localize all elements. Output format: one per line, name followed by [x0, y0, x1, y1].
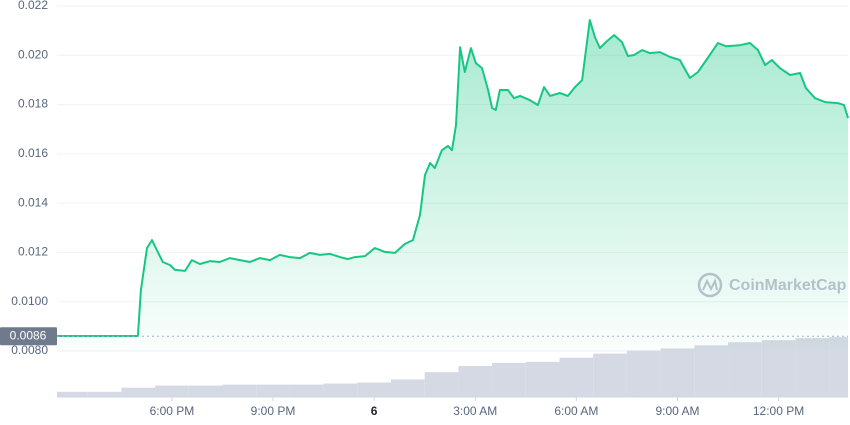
volume-bar [57, 391, 88, 397]
volume-bar [458, 366, 493, 397]
volume-bar [222, 384, 257, 397]
x-tick-label: 9:00 PM [251, 404, 296, 418]
y-tick-label: 0.0080 [11, 343, 48, 357]
y-tick-label: 0.018 [18, 97, 48, 111]
volume-bar [525, 361, 560, 397]
y-tick-label: 0.020 [18, 47, 48, 61]
watermark-logo [697, 272, 723, 298]
price-area [57, 20, 848, 351]
y-tick-label: 0.022 [18, 0, 48, 12]
x-tick-label: 6:00 PM [150, 404, 195, 418]
volume-bar [121, 387, 156, 397]
volume-bar [593, 353, 627, 397]
y-tick-label: 0.014 [18, 195, 48, 209]
y-tick-label: 0.012 [18, 245, 48, 259]
y-tick-label: 0.016 [18, 146, 48, 160]
x-tick-label: 3:00 AM [453, 404, 497, 418]
volume-bar [559, 357, 594, 397]
series [57, 19, 849, 351]
volume-bar [256, 384, 290, 397]
reference-label: 0.0086 [10, 328, 47, 342]
watermark: CoinMarketCap [697, 272, 847, 298]
volume-bar [155, 385, 189, 397]
y-tick-label: 0.0100 [11, 294, 48, 308]
volume-bar [728, 342, 762, 397]
watermark-logo-mark [702, 278, 718, 292]
volume-bar [87, 391, 122, 397]
price-line [57, 19, 849, 337]
x-tick-label: 6:00 AM [554, 404, 598, 418]
volume-bar [626, 350, 661, 397]
volume-bar [424, 372, 459, 397]
volume-bar [188, 385, 223, 397]
volume-bar [492, 362, 526, 397]
reference-tag [0, 327, 57, 346]
volume-bar [289, 384, 324, 397]
volume-bar [694, 345, 729, 397]
volume [57, 337, 848, 398]
volume-bar [323, 383, 358, 397]
volume-bar [390, 379, 425, 397]
x-tick-label: 9:00 AM [655, 404, 699, 418]
x-tick-label: 6 [371, 404, 378, 418]
volume-bar [829, 337, 848, 397]
x-tick-label: 12:00 PM [753, 404, 804, 418]
volume-bar [660, 348, 695, 397]
watermark-text: CoinMarketCap [729, 277, 847, 294]
volume-bar [357, 382, 391, 397]
